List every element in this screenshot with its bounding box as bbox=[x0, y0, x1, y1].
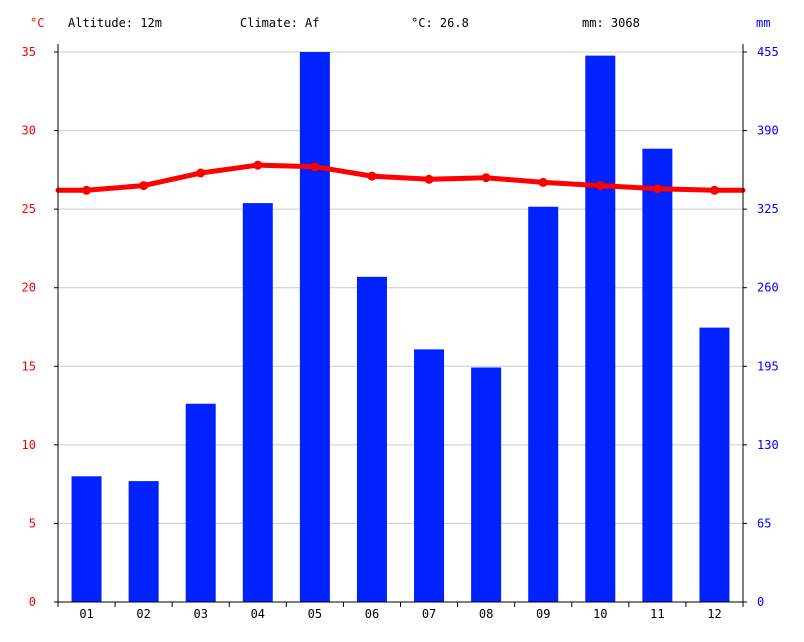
temperature-point bbox=[538, 177, 548, 187]
precipitation-bar bbox=[528, 206, 559, 602]
month-label: 01 bbox=[79, 607, 93, 621]
precipitation-bar bbox=[585, 55, 616, 603]
temperature-point bbox=[709, 185, 719, 195]
precipitation-bar bbox=[128, 481, 159, 602]
temperature-point bbox=[652, 184, 662, 194]
temperature-point bbox=[253, 160, 263, 170]
precipitation-bars bbox=[71, 52, 730, 603]
left-tick-label: 0 bbox=[29, 595, 36, 609]
right-tick-label: 260 bbox=[757, 281, 779, 295]
right-axis-unit: mm bbox=[756, 16, 770, 30]
temperature-point bbox=[196, 168, 206, 178]
precipitation-bar bbox=[642, 148, 673, 602]
temperature-point bbox=[310, 162, 320, 172]
month-label: 04 bbox=[251, 607, 265, 621]
temperature-point bbox=[481, 173, 491, 183]
gridlines bbox=[58, 51, 743, 524]
temperature-point bbox=[139, 181, 149, 191]
altitude-label: Altitude: 12m bbox=[68, 16, 162, 30]
temperature-point bbox=[424, 174, 434, 184]
precipitation-bar bbox=[471, 367, 502, 602]
right-tick-label: 195 bbox=[757, 359, 779, 373]
temperature-point bbox=[595, 181, 605, 191]
precipitation-bar bbox=[356, 276, 387, 602]
left-tick-label: 15 bbox=[22, 359, 36, 373]
precipitation-bar bbox=[185, 403, 216, 602]
month-label: 03 bbox=[193, 607, 207, 621]
temperature-line bbox=[55, 160, 746, 195]
right-tick-label: 65 bbox=[757, 516, 771, 530]
left-tick-label: 20 bbox=[22, 281, 36, 295]
month-label: 11 bbox=[650, 607, 664, 621]
precipitation-bar bbox=[299, 52, 330, 602]
axes bbox=[57, 44, 744, 603]
x-axis-ticks: 01 02 03 04 05 06 07 08 09 10 11 12 bbox=[57, 602, 744, 621]
right-tick-label: 325 bbox=[757, 202, 779, 216]
right-tick-label: 390 bbox=[757, 124, 779, 138]
precipitation-bar bbox=[414, 349, 445, 602]
month-label: 06 bbox=[365, 607, 379, 621]
month-label: 09 bbox=[536, 607, 550, 621]
left-tick-label: 35 bbox=[22, 45, 36, 59]
temperature-point bbox=[367, 171, 377, 181]
left-axis-ticks: 0 5 10 15 20 25 30 35 bbox=[22, 45, 58, 609]
left-axis-unit: °C bbox=[30, 16, 44, 30]
right-tick-label: 0 bbox=[757, 595, 764, 609]
month-label: 05 bbox=[308, 607, 322, 621]
precipitation-bar bbox=[242, 203, 273, 602]
right-axis-ticks: 0 65 130 195 260 325 390 455 bbox=[743, 45, 779, 609]
month-label: 02 bbox=[136, 607, 150, 621]
left-tick-label: 30 bbox=[22, 124, 36, 138]
left-tick-label: 10 bbox=[22, 438, 36, 452]
temperature-series-line bbox=[55, 162, 746, 193]
climate-label: Climate: Af bbox=[240, 16, 319, 30]
month-label: 08 bbox=[479, 607, 493, 621]
left-tick-label: 25 bbox=[22, 202, 36, 216]
precipitation-bar bbox=[71, 476, 102, 602]
right-tick-label: 130 bbox=[757, 438, 779, 452]
month-label: 10 bbox=[593, 607, 607, 621]
temperature-average-label: °C: 26.8 bbox=[411, 16, 469, 30]
right-tick-label: 455 bbox=[757, 45, 779, 59]
precipitation-total-label: mm: 3068 bbox=[582, 16, 640, 30]
month-label: 12 bbox=[707, 607, 721, 621]
month-label: 07 bbox=[422, 607, 436, 621]
temperature-point bbox=[82, 185, 92, 195]
precipitation-bar bbox=[699, 327, 730, 602]
left-tick-label: 5 bbox=[29, 516, 36, 530]
